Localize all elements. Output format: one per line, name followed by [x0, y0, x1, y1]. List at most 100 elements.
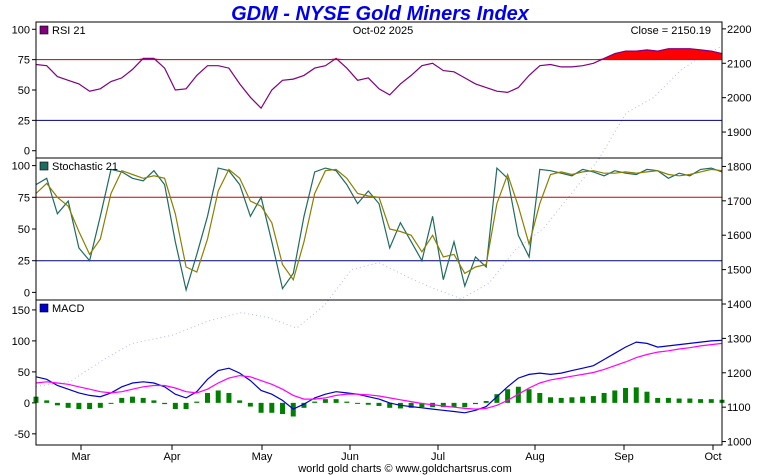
macd-histogram-bar: [129, 396, 135, 403]
macd-histogram-bar: [365, 402, 371, 405]
macd-histogram-bar: [247, 402, 253, 407]
panel-label: Stochastic 21: [52, 161, 118, 173]
panel-1: 0 25 50 75 100 Stochastic 21: [12, 157, 723, 301]
macd-histogram-bar: [269, 402, 275, 413]
macd-histogram-bar: [322, 399, 328, 403]
series-line-signal: [35, 168, 723, 282]
macd-histogram-bar: [408, 402, 414, 408]
left-tick-label: 100: [12, 24, 30, 36]
macd-histogram-bar: [387, 402, 393, 408]
macd-histogram-bar: [623, 387, 629, 403]
macd-histogram-bar: [97, 402, 103, 408]
macd-histogram-bar: [226, 392, 232, 403]
legend-swatch: [39, 25, 49, 35]
macd-histogram-bar: [494, 394, 500, 403]
panel-label: RSI 21: [52, 25, 86, 37]
macd-histogram-bar: [215, 390, 221, 403]
price-overlay: [36, 45, 722, 387]
macd-histogram-bar: [237, 400, 243, 403]
price-tick-label: 1600: [727, 230, 751, 242]
price-tick-label: 1800: [727, 161, 751, 173]
macd-histogram-bar: [655, 397, 661, 403]
macd-histogram-bar: [333, 399, 339, 403]
month-label: Apr: [163, 451, 180, 463]
macd-histogram-bar: [590, 396, 596, 403]
macd-histogram-bar: [601, 392, 607, 403]
macd-histogram-bar: [676, 398, 682, 403]
chart-footer: world gold charts © www.goldchartsrus.co…: [297, 463, 512, 475]
left-tick-label: 50: [18, 85, 30, 97]
macd-histogram-bar: [558, 397, 564, 403]
price-tick-label: 1700: [727, 196, 751, 208]
panel-frame: [35, 299, 723, 446]
macd-histogram-bar: [644, 391, 650, 403]
month-label: Jun: [341, 451, 359, 463]
price-tick-label: 1300: [727, 333, 751, 345]
macd-histogram-bar: [194, 401, 200, 403]
month-label: Sep: [614, 451, 634, 463]
macd-histogram-bar: [151, 400, 157, 403]
chart-title: GDM - NYSE Gold Miners Index: [231, 3, 530, 25]
price-tick-label: 1400: [727, 299, 751, 311]
rsi-overbought-fill: [36, 48, 722, 60]
macd-histogram-bar: [548, 397, 553, 403]
macd-histogram-bar: [472, 402, 478, 405]
macd-histogram-bar: [44, 400, 50, 403]
legend-swatch: [39, 303, 49, 313]
price-tick-label: 1200: [727, 368, 751, 380]
month-label: Jul: [431, 451, 445, 463]
left-tick-label: 0: [24, 398, 30, 410]
macd-histogram-bar: [569, 397, 575, 403]
macd-histogram-bar: [440, 402, 446, 408]
macd-histogram-bar: [76, 402, 82, 410]
series-line-stochastic-21: [35, 166, 723, 293]
left-tick-label: 150: [12, 305, 30, 317]
price-tick-label: 2100: [727, 58, 751, 70]
price-bars: [36, 45, 722, 387]
panel-0: 0 25 50 75 100 RSI 21: [12, 21, 723, 159]
month-label: Aug: [525, 451, 545, 463]
price-tick-label: 1500: [727, 265, 751, 277]
macd-histogram-bar: [483, 401, 489, 403]
macd-histogram-bar: [505, 389, 511, 403]
price-tick-label: 2000: [727, 93, 751, 105]
macd-histogram-bar: [698, 399, 704, 403]
macd-histogram-bar: [687, 398, 693, 403]
panel-2: -50 0 50 100 150 MACD: [12, 299, 725, 446]
price-tick-label: 1000: [727, 437, 751, 449]
series-line-rsi-21: [35, 48, 723, 110]
left-tick-label: 0: [24, 287, 30, 299]
left-tick-label: 25: [18, 256, 30, 268]
month-label: Mar: [72, 451, 91, 463]
left-tick-label: 75: [18, 192, 30, 204]
close-label: Close = 2150.19: [631, 25, 711, 37]
macd-histogram-bar: [87, 402, 93, 410]
macd-histogram-bar: [301, 402, 307, 408]
series-line-macd: [35, 339, 723, 414]
macd-histogram-bar: [708, 399, 714, 403]
panel-label: MACD: [52, 303, 84, 315]
macd-histogram-bar: [526, 389, 532, 403]
macd-histogram-bar: [108, 402, 114, 404]
macd-histogram-bar: [140, 397, 146, 403]
legend-swatch: [39, 161, 49, 171]
macd-histogram-bar: [312, 401, 318, 403]
price-tick-label: 1900: [727, 127, 751, 139]
left-tick-label: -50: [14, 429, 30, 441]
macd-histogram-bar: [162, 402, 168, 405]
macd-histogram-bar: [65, 402, 71, 408]
macd-histogram-bar: [54, 402, 60, 406]
left-tick-label: 100: [12, 336, 30, 348]
macd-histogram-bar: [419, 402, 425, 408]
macd-histogram-bar: [183, 402, 189, 410]
macd-histogram-bar: [633, 387, 639, 403]
panel-frame: [35, 21, 723, 159]
macd-histogram-bar: [376, 402, 382, 406]
macd-histogram-bar: [344, 401, 350, 403]
month-label: Oct: [704, 451, 721, 463]
left-tick-label: 25: [18, 115, 30, 127]
left-tick-label: 100: [12, 161, 30, 173]
left-tick-label: 0: [24, 146, 30, 158]
price-tick-label: 1100: [727, 402, 751, 414]
